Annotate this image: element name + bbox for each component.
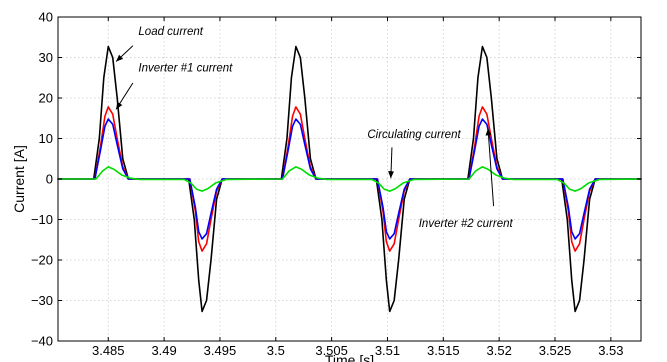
annotation-arrow [485, 128, 495, 207]
y-tick-label: −30 [31, 293, 53, 308]
y-tick-label: 10 [39, 131, 53, 146]
annotation-arrow [115, 82, 134, 110]
x-tick-label: 3.495 [204, 343, 237, 358]
x-tick-label: 3.525 [539, 343, 572, 358]
series-layer [57, 45, 642, 313]
x-tick-label: 3.515 [427, 343, 460, 358]
x-tick-label: 3.52 [487, 343, 512, 358]
y-tick-label: −40 [31, 334, 53, 349]
annotation-arrow [115, 45, 134, 62]
x-tick-label: 3.485 [92, 343, 125, 358]
axis-ticks: 3.485 3.49 3.495 3.5 3.505 3.51 3.515 3.52 3.525… [31, 10, 641, 358]
y-tick-label: 0 [46, 172, 53, 187]
y-tick-label: −10 [31, 212, 53, 227]
annotations: Load current Inverter #1 current Circulati… [115, 26, 514, 230]
annotation-label: Inverter #1 current [138, 62, 233, 74]
y-tick-label: 30 [39, 50, 53, 65]
annotation-label: Circulating current [367, 129, 461, 141]
x-tick-label: 3.51 [375, 343, 400, 358]
series-line-4 [57, 166, 642, 192]
annotation-arrow [388, 147, 395, 179]
y-axis-label: Current [A] [11, 145, 27, 213]
x-tick-label: 3.505 [315, 343, 348, 358]
annotation-label: Load current [138, 26, 203, 38]
y-tick-label: 40 [39, 10, 53, 25]
y-tick-label: 20 [39, 91, 53, 106]
x-tick-label: 3.53 [598, 343, 623, 358]
y-tick-label: −20 [31, 253, 53, 268]
x-tick-label: 3.5 [267, 343, 285, 358]
annotation-label: Inverter #2 current [419, 218, 514, 230]
x-axis-label: Time [s] [325, 352, 374, 362]
x-tick-label: 3.49 [151, 343, 176, 358]
